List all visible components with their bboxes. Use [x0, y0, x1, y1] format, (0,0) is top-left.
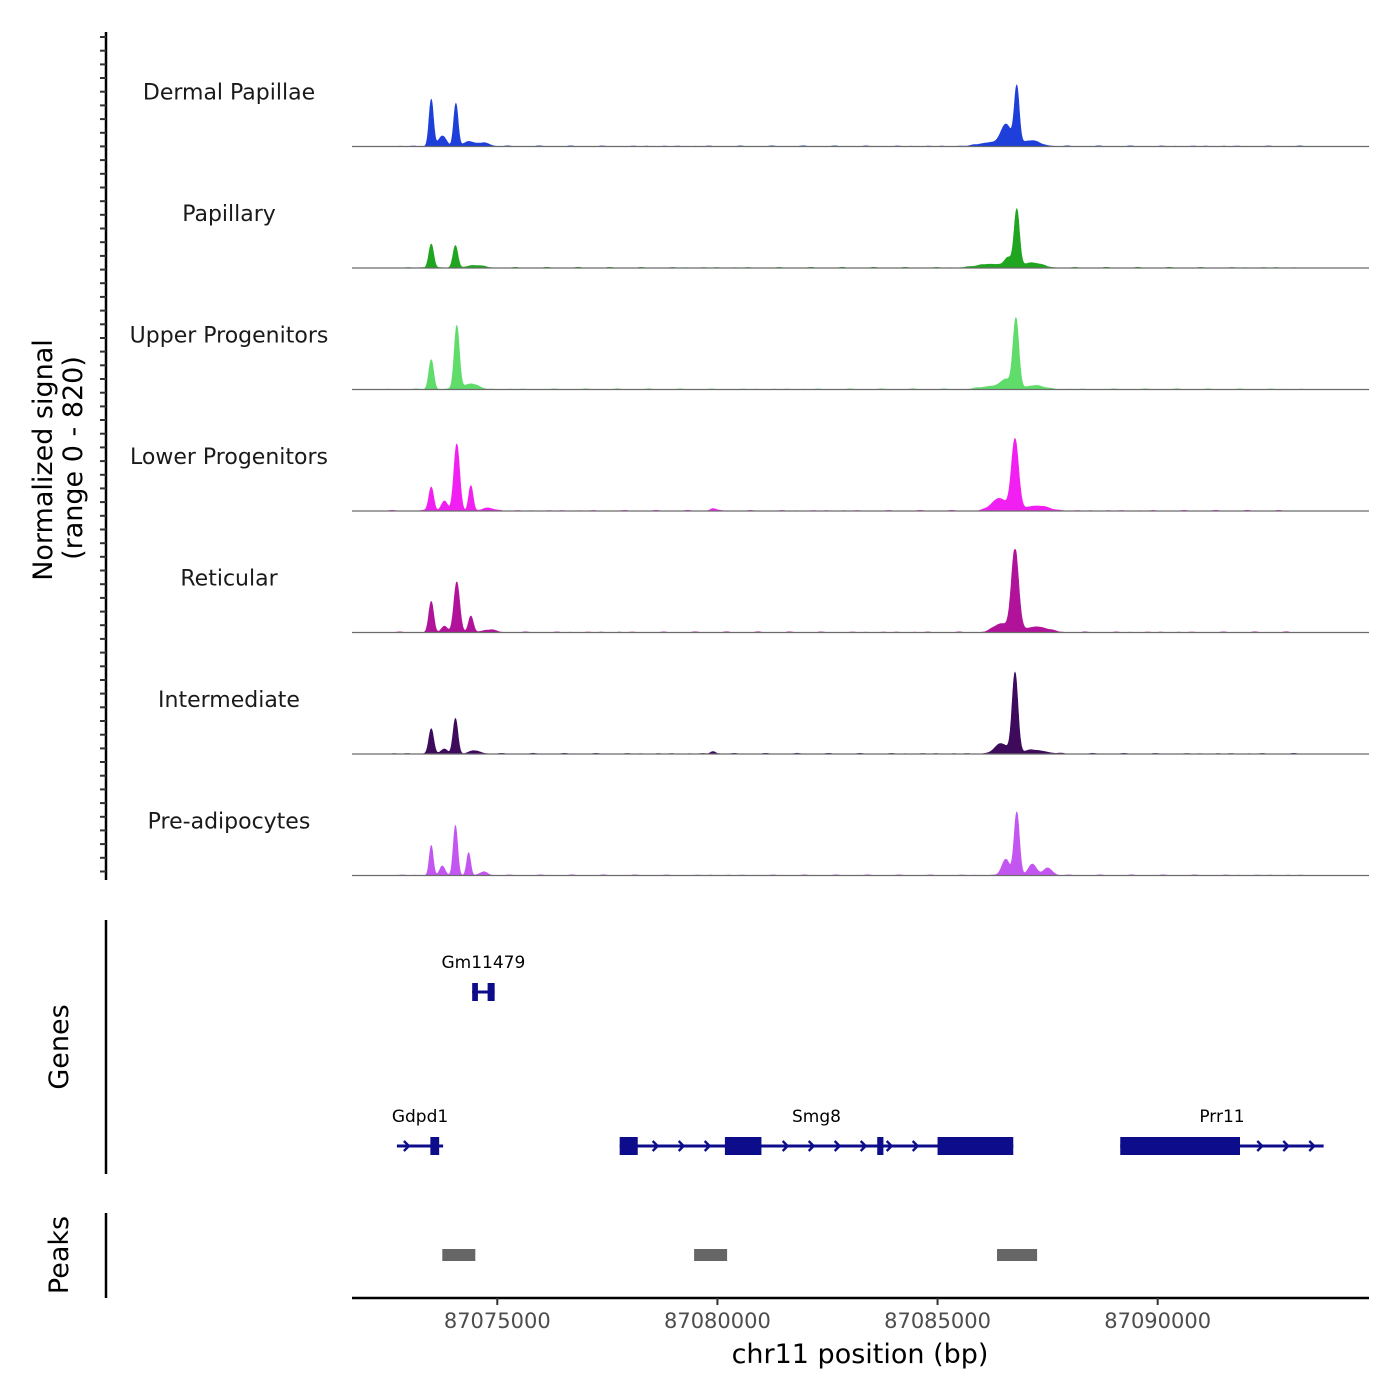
exon — [724, 1137, 762, 1155]
exon — [472, 983, 478, 1001]
gene-label: Prr11 — [1199, 1107, 1244, 1127]
track-label: Papillary — [182, 202, 276, 227]
track-label: Pre-adipocytes — [148, 810, 311, 835]
track-papillary: Papillary — [182, 202, 1369, 269]
track-label: Dermal Papillae — [143, 81, 315, 106]
y-axis-title-range: (range 0 - 820) — [58, 356, 89, 560]
strand-arrow — [403, 1140, 411, 1152]
gene-label: Smg8 — [792, 1107, 841, 1127]
gene-gm11479: Gm11479 — [441, 953, 525, 1001]
signal-area — [387, 208, 1304, 269]
coverage-y-ticks — [100, 36, 106, 873]
x-tick-label: 87075000 — [444, 1309, 551, 1333]
strand-arrow — [651, 1140, 660, 1152]
strand-arrow — [1256, 1140, 1264, 1152]
exon — [877, 1137, 884, 1155]
strand-arrow — [1282, 1140, 1290, 1152]
exon — [487, 983, 495, 1001]
gene-label: Gdpd1 — [392, 1107, 448, 1127]
genes-panel-title: Genes — [44, 1004, 75, 1089]
track-intermediate: Intermediate — [158, 671, 1369, 755]
y-axis-title: Normalized signal — [28, 339, 59, 581]
peaks-panel-title: Peaks — [44, 1216, 75, 1294]
strand-arrow — [703, 1140, 712, 1152]
peak-region — [997, 1249, 1038, 1261]
exon — [430, 1137, 440, 1155]
track-label: Reticular — [180, 567, 278, 592]
gene-gdpd1: Gdpd1 — [392, 1107, 448, 1155]
signal-area — [387, 671, 1303, 755]
x-tick-label: 87085000 — [884, 1309, 991, 1333]
signal-area — [386, 549, 1303, 633]
track-lower-progenitors: Lower Progenitors — [130, 438, 1369, 512]
track-dermal-papillae: Dermal Papillae — [143, 81, 1369, 148]
track-label: Upper Progenitors — [130, 324, 329, 349]
x-axis-title: chr11 position (bp) — [732, 1339, 989, 1370]
gene-prr11: Prr11 — [1120, 1107, 1324, 1155]
strand-arrow — [885, 1140, 894, 1152]
signal-area — [387, 84, 1304, 147]
peak-region — [442, 1249, 476, 1261]
strand-arrow — [1308, 1140, 1316, 1152]
strand-arrow — [677, 1140, 686, 1152]
strand-arrow — [859, 1140, 868, 1152]
exon — [619, 1137, 638, 1155]
track-label: Lower Progenitors — [130, 445, 328, 470]
exon — [937, 1137, 1014, 1155]
signal-area — [386, 438, 1303, 512]
gene-label: Gm11479 — [441, 953, 525, 973]
gene-smg8: Smg8 — [619, 1107, 1014, 1155]
track-pre-adipocytes: Pre-adipocytes — [148, 810, 1369, 877]
strand-arrow — [833, 1140, 842, 1152]
exon — [1120, 1137, 1241, 1155]
x-tick-label: 87080000 — [664, 1309, 771, 1333]
gene-annotations: Gm11479 Gdpd1 Smg8 Prr11 — [392, 953, 1324, 1155]
track-label: Intermediate — [158, 688, 300, 713]
x-axis-ticks: 87075000 87080000 87085000 87090000 — [444, 1298, 1211, 1333]
peak-region — [694, 1249, 728, 1261]
signal-area — [387, 811, 1304, 876]
coverage-tracks: Dermal Papillae Papillary Upper Progenitor… — [130, 81, 1369, 877]
strand-arrow — [911, 1140, 920, 1152]
x-tick-label: 87090000 — [1104, 1309, 1211, 1333]
strand-arrow — [781, 1140, 790, 1152]
track-upper-progenitors: Upper Progenitors — [130, 317, 1369, 391]
strand-arrow — [807, 1140, 816, 1152]
peak-regions — [442, 1249, 1038, 1261]
track-reticular: Reticular — [180, 549, 1369, 634]
signal-area — [386, 317, 1304, 390]
